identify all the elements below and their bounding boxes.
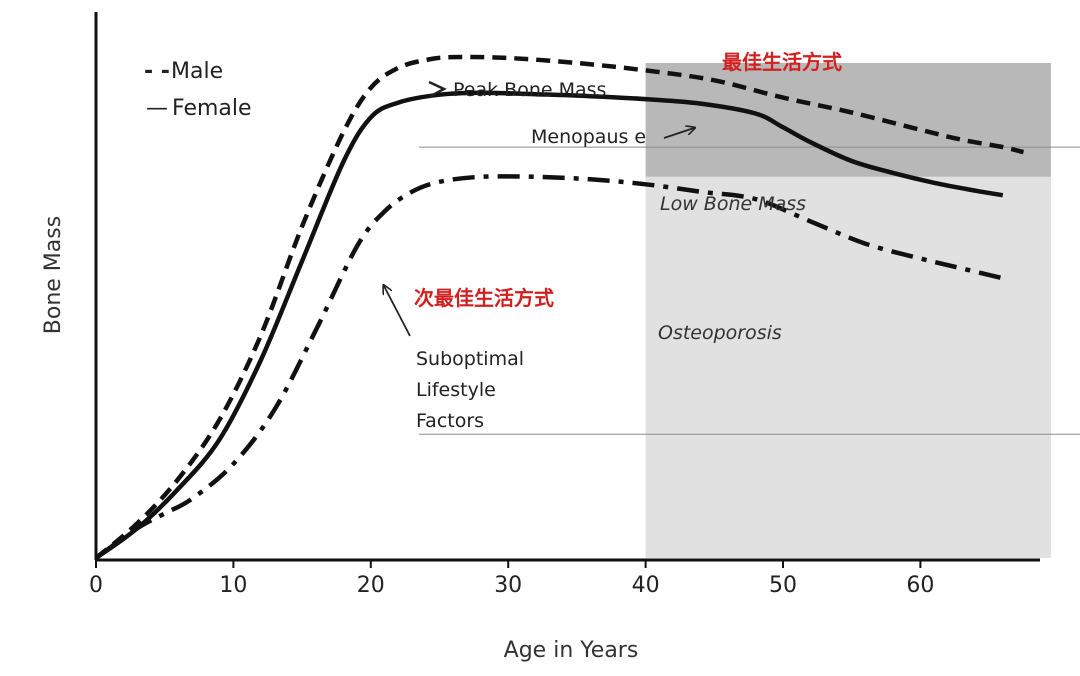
peak-bone-mass-annotation: Peak Bone Mass [428,79,606,101]
x-tick-label-60: 60 [906,573,934,598]
suboptimal-arrow [384,286,411,337]
x-tick-label-10: 10 [219,573,247,598]
x-tick-label-0: 0 [89,573,103,598]
suboptimal-annotation: Suboptimal Lifestyle Factors [384,286,530,432]
x-axis-title: Age in Years [504,638,639,663]
legend-symbol-female: — [146,96,168,121]
peak-bone-mass-arrow [428,80,447,99]
region-label-osteoporosis: Osteoporosis [658,322,782,344]
menopause-annotation: Menopaus e [531,126,694,148]
series-line-female [94,90,1004,560]
x-tick-label-20: 20 [357,573,385,598]
suboptimal-lifestyle-label: 次最佳生活方式 [414,286,554,310]
suboptimal-label: Suboptimal Lifestyle Factors [416,348,530,432]
series-line-suboptimal-lifestyle-factors [94,174,1004,560]
x-tick-label-40: 40 [632,573,660,598]
region-osteoporosis [645,176,1051,558]
x-tick-label-30: 30 [494,573,522,598]
legend: - - Male — Female [144,59,252,121]
menopause-label: Menopaus e [531,126,646,148]
peak-bone-mass-label: Peak Bone Mass [453,79,606,101]
legend-label-male: Male [171,59,223,84]
series-line-male [94,54,1025,560]
region-label-low-bone-mass: Low Bone Mass [660,193,806,215]
x-axis-ticks: 0 10 20 30 40 50 60 [89,560,934,598]
reference-lines [418,146,1080,435]
shaded-regions [645,63,1051,558]
menopause-arrow [663,128,694,139]
x-tick-label-50: 50 [769,573,797,598]
y-axis-title: Bone Mass [41,216,66,334]
legend-label-female: Female [172,96,252,121]
legend-symbol-male: - - [144,59,170,84]
series-lines [94,54,1025,560]
optimal-lifestyle-label: 最佳生活方式 [722,50,842,74]
